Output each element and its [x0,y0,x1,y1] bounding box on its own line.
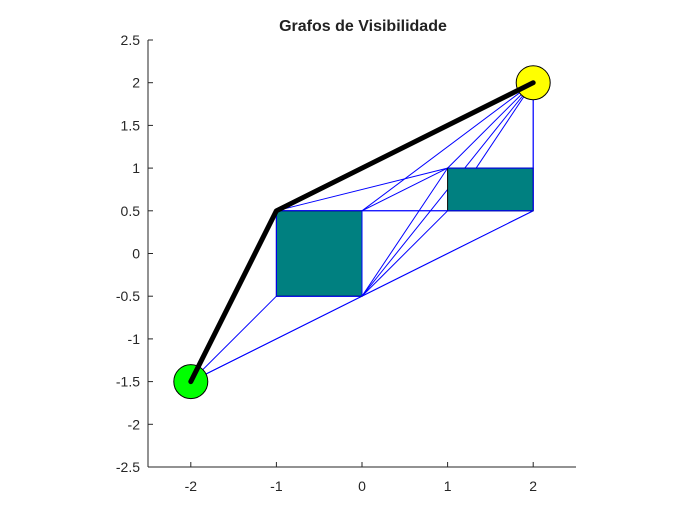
y-tick-label: -0.5 [116,288,140,304]
axes: 2.5 2 1.5 1 0.5 0 -0.5 -1 -1.5 -2 -2.5 -2 -1 0 1 2 [116,32,576,494]
shortest-path-line [188,80,536,385]
obstacle-2 [447,167,534,212]
y-tick-label: -2 [128,416,141,432]
y-tick-label: 0.5 [121,203,141,219]
x-tick-label: -1 [270,478,283,494]
visibility-edge [361,167,449,297]
y-tick-label: -1.5 [116,374,140,390]
visibility-edge [361,210,534,297]
x-tick-label: 2 [529,478,537,494]
x-tick-label: 0 [358,478,366,494]
y-tick-label: 2 [132,75,140,91]
y-tick-label: 1 [132,160,140,176]
obstacle-1 [275,210,363,297]
visibility-edge [447,82,534,169]
y-tick-label: 2.5 [121,32,141,48]
x-tick-label: -2 [185,478,198,494]
visibility-edge [361,82,534,212]
visibility-edge [361,210,448,297]
y-tick-label: -2.5 [116,459,140,475]
visibility-edge [190,295,277,382]
y-tick-label: -1 [128,331,141,347]
x-tick-label: 1 [444,478,452,494]
obstacles [275,82,534,297]
chart-title: Grafos de Visibilidade [279,18,447,35]
visibility-edge [361,167,448,212]
shortest-path [188,80,536,385]
y-tick-label: 0 [132,246,140,262]
y-tick-label: 1.5 [121,117,141,133]
visibility-edge [276,167,448,212]
